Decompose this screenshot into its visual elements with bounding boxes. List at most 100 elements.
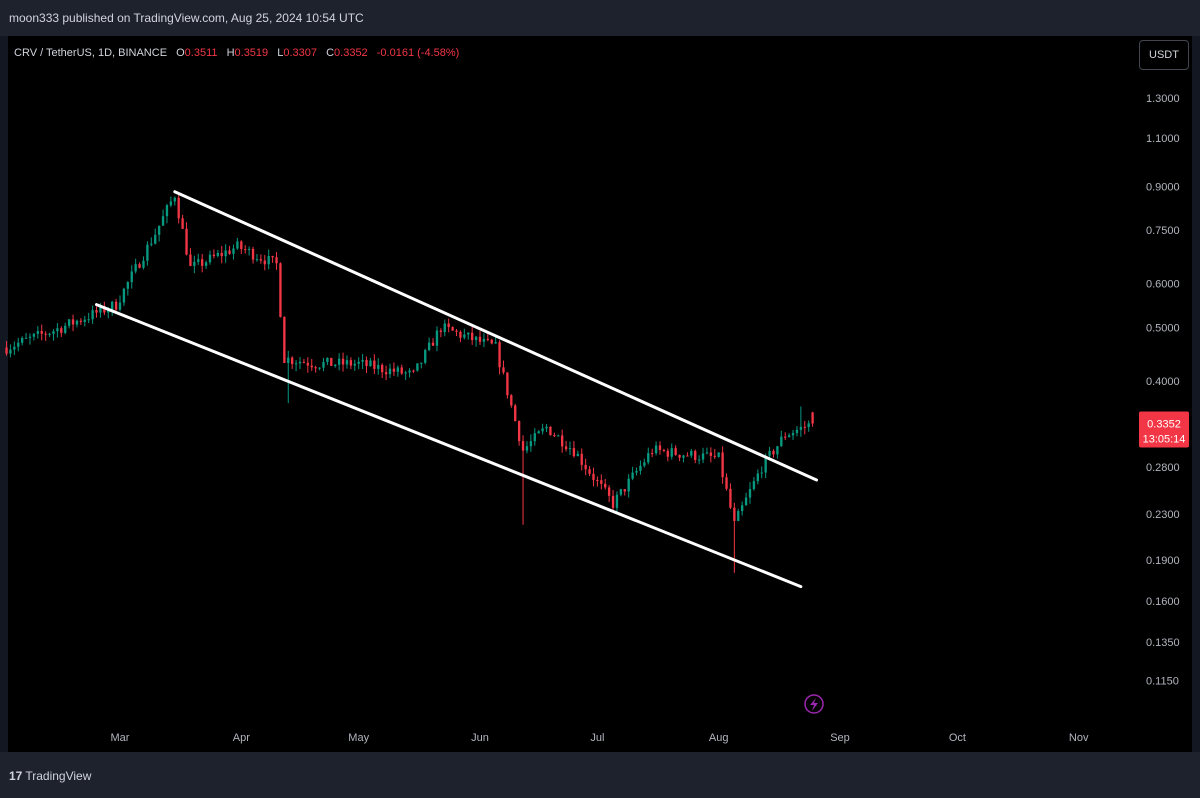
candle-body <box>471 332 474 341</box>
candle-body <box>694 450 697 461</box>
x-tick-label: May <box>348 732 369 744</box>
candle-body <box>165 205 169 217</box>
candle-body <box>592 473 595 480</box>
candle-body <box>424 349 427 363</box>
open-value: 0.3511 <box>184 47 218 59</box>
candle-body <box>420 362 423 364</box>
candle-body <box>674 448 677 455</box>
candle-body <box>431 342 435 346</box>
candle-body <box>17 342 20 347</box>
candle-body <box>247 248 251 250</box>
candle-body <box>705 452 709 454</box>
currency-button[interactable]: USDT <box>1139 40 1189 70</box>
candle-body <box>283 316 286 363</box>
candle-body <box>302 361 306 363</box>
candle-body <box>267 255 270 265</box>
candle-body <box>666 450 669 457</box>
candle-body <box>134 264 137 272</box>
x-tick-label: Jul <box>590 732 604 744</box>
candle-body <box>111 301 114 310</box>
candle-body <box>154 234 157 244</box>
candle-body <box>737 511 740 521</box>
candle-body <box>9 349 12 354</box>
candle-body <box>408 370 411 373</box>
candle-body <box>404 372 407 374</box>
tradingview-logo-icon: 17 <box>9 769 23 783</box>
symbol-name[interactable]: CRV / TetherUS, 1D, BINANCE <box>14 47 168 59</box>
candle-body <box>474 336 478 341</box>
symbol-legend: CRV / TetherUS, 1D, BINANCE O0.3511 H0.3… <box>14 47 459 59</box>
x-tick-label: Oct <box>949 732 966 744</box>
candle-body <box>130 271 133 283</box>
candle-body <box>670 448 673 457</box>
candle-body <box>658 445 662 450</box>
candle-body <box>244 249 247 251</box>
candle-body <box>756 473 759 482</box>
candle-body <box>784 436 787 438</box>
candle-body <box>334 364 337 366</box>
published-info: moon333 published on TradingView.com, Au… <box>9 11 364 25</box>
candle-body <box>631 472 634 479</box>
candle-body <box>373 360 376 369</box>
change-value: -0.0161 (-4.58%) <box>376 47 460 59</box>
trendline-channel-lower <box>95 303 803 589</box>
candle-body <box>807 423 810 428</box>
y-tick-label: 0.1600 <box>1146 596 1180 608</box>
candle-body <box>150 243 153 245</box>
candle-body <box>369 360 372 367</box>
candle-body <box>764 455 767 473</box>
candle-body <box>502 367 505 373</box>
chart-area[interactable] <box>8 36 1192 752</box>
candle-body <box>28 336 32 338</box>
candle-body <box>510 395 513 406</box>
candle-body <box>87 319 90 321</box>
candle-body <box>416 363 419 371</box>
candle-body <box>772 450 775 455</box>
candle-body <box>482 338 486 342</box>
candle-body <box>600 480 603 484</box>
y-tick-label: 0.7500 <box>1146 225 1180 237</box>
candle-body <box>161 216 165 226</box>
candle-body <box>463 334 466 338</box>
candle-body <box>212 254 216 256</box>
candle-body <box>64 325 67 333</box>
candle-body <box>768 450 771 456</box>
last-price-label: 0.3352 13:05:14 <box>1139 411 1189 448</box>
candle-body <box>572 448 576 457</box>
tradingview-branding[interactable]: 17 TradingView <box>9 769 91 783</box>
candle-body <box>697 459 701 461</box>
candle-body <box>584 464 587 470</box>
candle-body <box>306 362 309 366</box>
candle-body <box>795 429 799 434</box>
x-tick-label: Sep <box>830 732 850 744</box>
candle-body <box>5 347 8 354</box>
candle-body <box>478 336 482 342</box>
candle-body <box>549 426 552 436</box>
candle-body <box>271 255 274 258</box>
x-tick-label: Apr <box>233 732 250 744</box>
candle-body <box>79 320 83 322</box>
candle-body <box>361 359 364 362</box>
candle-body <box>686 455 689 457</box>
candle-body <box>533 433 536 442</box>
candle-body <box>216 252 219 256</box>
candle-body <box>40 331 43 334</box>
candle-body <box>56 328 59 332</box>
candle-body <box>787 435 791 438</box>
trendline-channel-upper <box>173 190 819 482</box>
candle-body <box>596 479 599 481</box>
brand-name: TradingView <box>25 769 92 783</box>
candle-body <box>71 319 75 325</box>
y-tick-label: 0.1150 <box>1146 675 1179 687</box>
candle-body <box>392 368 396 372</box>
candle-body <box>529 441 533 447</box>
candle-body <box>604 483 607 488</box>
candle-body <box>232 248 235 254</box>
candle-body <box>279 263 282 317</box>
candle-body <box>310 365 313 368</box>
candle-body <box>36 331 39 334</box>
top-bar <box>0 0 1200 36</box>
countdown-value: 13:05:14 <box>1143 434 1186 446</box>
close-label: C <box>326 47 335 59</box>
candle-body <box>486 338 489 340</box>
